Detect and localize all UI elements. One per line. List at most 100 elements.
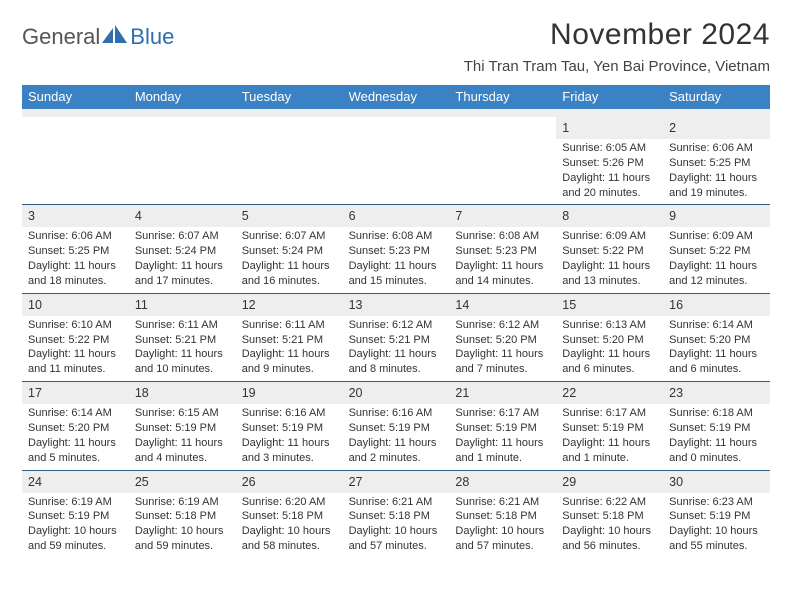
day2-text: and 16 minutes. xyxy=(242,274,337,289)
day-number: 22 xyxy=(562,386,576,400)
sunset-text: Sunset: 5:21 PM xyxy=(242,333,337,348)
sunset-text: Sunset: 5:20 PM xyxy=(28,421,123,436)
sunrise-text: Sunrise: 6:08 AM xyxy=(455,229,550,244)
weekday-label: Sunday xyxy=(22,85,129,109)
sunrise-text: Sunrise: 6:10 AM xyxy=(28,318,123,333)
sunrise-text: Sunrise: 6:14 AM xyxy=(28,406,123,421)
day-cell: 9Sunrise: 6:09 AMSunset: 5:22 PMDaylight… xyxy=(663,205,770,292)
day-cell xyxy=(236,117,343,204)
location-text: Thi Tran Tram Tau, Yen Bai Province, Vie… xyxy=(464,58,770,75)
day-cell: 30Sunrise: 6:23 AMSunset: 5:19 PMDayligh… xyxy=(663,471,770,558)
day2-text: and 18 minutes. xyxy=(28,274,123,289)
day-number: 27 xyxy=(349,475,363,489)
day1-text: Daylight: 11 hours xyxy=(135,436,230,451)
header-spacer xyxy=(22,109,770,117)
day2-text: and 11 minutes. xyxy=(28,362,123,377)
day-cell: 20Sunrise: 6:16 AMSunset: 5:19 PMDayligh… xyxy=(343,382,450,469)
week-row: 1Sunrise: 6:05 AMSunset: 5:26 PMDaylight… xyxy=(22,117,770,204)
weekday-header: Sunday Monday Tuesday Wednesday Thursday… xyxy=(22,85,770,109)
day2-text: and 6 minutes. xyxy=(562,362,657,377)
day-number: 5 xyxy=(242,209,249,223)
day1-text: Daylight: 11 hours xyxy=(349,259,444,274)
day-number: 11 xyxy=(135,298,148,312)
day-number: 12 xyxy=(242,298,256,312)
sunset-text: Sunset: 5:24 PM xyxy=(135,244,230,259)
day-cell: 4Sunrise: 6:07 AMSunset: 5:24 PMDaylight… xyxy=(129,205,236,292)
day1-text: Daylight: 11 hours xyxy=(455,436,550,451)
day-cell: 27Sunrise: 6:21 AMSunset: 5:18 PMDayligh… xyxy=(343,471,450,558)
day1-text: Daylight: 11 hours xyxy=(135,347,230,362)
weekday-label: Monday xyxy=(129,85,236,109)
sunrise-text: Sunrise: 6:18 AM xyxy=(669,406,764,421)
day1-text: Daylight: 11 hours xyxy=(349,436,444,451)
day-cell: 7Sunrise: 6:08 AMSunset: 5:23 PMDaylight… xyxy=(449,205,556,292)
day2-text: and 6 minutes. xyxy=(669,362,764,377)
daynum-row: 20 xyxy=(343,382,450,404)
day-number: 24 xyxy=(28,475,42,489)
sunset-text: Sunset: 5:18 PM xyxy=(562,509,657,524)
day2-text: and 14 minutes. xyxy=(455,274,550,289)
day-number: 1 xyxy=(562,121,569,135)
day1-text: Daylight: 10 hours xyxy=(562,524,657,539)
sunset-text: Sunset: 5:25 PM xyxy=(28,244,123,259)
day-number: 20 xyxy=(349,386,363,400)
daynum-row: 23 xyxy=(663,382,770,404)
sunrise-text: Sunrise: 6:06 AM xyxy=(28,229,123,244)
sunrise-text: Sunrise: 6:16 AM xyxy=(242,406,337,421)
day2-text: and 13 minutes. xyxy=(562,274,657,289)
day1-text: Daylight: 11 hours xyxy=(562,347,657,362)
day-number: 7 xyxy=(455,209,462,223)
sunrise-text: Sunrise: 6:12 AM xyxy=(455,318,550,333)
daynum-row: 8 xyxy=(556,205,663,227)
day-number: 28 xyxy=(455,475,469,489)
weekday-label: Wednesday xyxy=(343,85,450,109)
day-number: 25 xyxy=(135,475,149,489)
sunset-text: Sunset: 5:19 PM xyxy=(28,509,123,524)
day1-text: Daylight: 11 hours xyxy=(28,436,123,451)
day-cell: 12Sunrise: 6:11 AMSunset: 5:21 PMDayligh… xyxy=(236,294,343,381)
weekday-label: Saturday xyxy=(663,85,770,109)
day-number: 9 xyxy=(669,209,676,223)
day-cell: 21Sunrise: 6:17 AMSunset: 5:19 PMDayligh… xyxy=(449,382,556,469)
sunset-text: Sunset: 5:22 PM xyxy=(669,244,764,259)
sunset-text: Sunset: 5:19 PM xyxy=(669,509,764,524)
daynum-row: 12 xyxy=(236,294,343,316)
sunset-text: Sunset: 5:23 PM xyxy=(349,244,444,259)
day2-text: and 4 minutes. xyxy=(135,451,230,466)
daynum-row: 6 xyxy=(343,205,450,227)
day-cell: 1Sunrise: 6:05 AMSunset: 5:26 PMDaylight… xyxy=(556,117,663,204)
sunrise-text: Sunrise: 6:19 AM xyxy=(135,495,230,510)
sunset-text: Sunset: 5:19 PM xyxy=(242,421,337,436)
sunrise-text: Sunrise: 6:07 AM xyxy=(135,229,230,244)
sunset-text: Sunset: 5:19 PM xyxy=(669,421,764,436)
calendar: Sunday Monday Tuesday Wednesday Thursday… xyxy=(22,85,770,558)
day-cell: 10Sunrise: 6:10 AMSunset: 5:22 PMDayligh… xyxy=(22,294,129,381)
sunrise-text: Sunrise: 6:07 AM xyxy=(242,229,337,244)
day-cell: 18Sunrise: 6:15 AMSunset: 5:19 PMDayligh… xyxy=(129,382,236,469)
day-cell: 22Sunrise: 6:17 AMSunset: 5:19 PMDayligh… xyxy=(556,382,663,469)
day-number: 3 xyxy=(28,209,35,223)
daynum-row: 5 xyxy=(236,205,343,227)
daynum-row: 30 xyxy=(663,471,770,493)
day2-text: and 56 minutes. xyxy=(562,539,657,554)
day-cell: 16Sunrise: 6:14 AMSunset: 5:20 PMDayligh… xyxy=(663,294,770,381)
day-number: 14 xyxy=(455,298,469,312)
sunset-text: Sunset: 5:19 PM xyxy=(455,421,550,436)
day-cell: 13Sunrise: 6:12 AMSunset: 5:21 PMDayligh… xyxy=(343,294,450,381)
day1-text: Daylight: 11 hours xyxy=(135,259,230,274)
sunrise-text: Sunrise: 6:11 AM xyxy=(242,318,337,333)
brand-part1: General xyxy=(22,24,100,50)
sunset-text: Sunset: 5:22 PM xyxy=(28,333,123,348)
day1-text: Daylight: 10 hours xyxy=(349,524,444,539)
sunrise-text: Sunrise: 6:09 AM xyxy=(669,229,764,244)
day-cell: 15Sunrise: 6:13 AMSunset: 5:20 PMDayligh… xyxy=(556,294,663,381)
day-cell: 28Sunrise: 6:21 AMSunset: 5:18 PMDayligh… xyxy=(449,471,556,558)
day2-text: and 15 minutes. xyxy=(349,274,444,289)
daynum-row: 13 xyxy=(343,294,450,316)
sunset-text: Sunset: 5:20 PM xyxy=(562,333,657,348)
weekday-label: Tuesday xyxy=(236,85,343,109)
sunset-text: Sunset: 5:25 PM xyxy=(669,156,764,171)
daynum-row: 25 xyxy=(129,471,236,493)
day-number: 21 xyxy=(455,386,469,400)
day-number: 19 xyxy=(242,386,256,400)
